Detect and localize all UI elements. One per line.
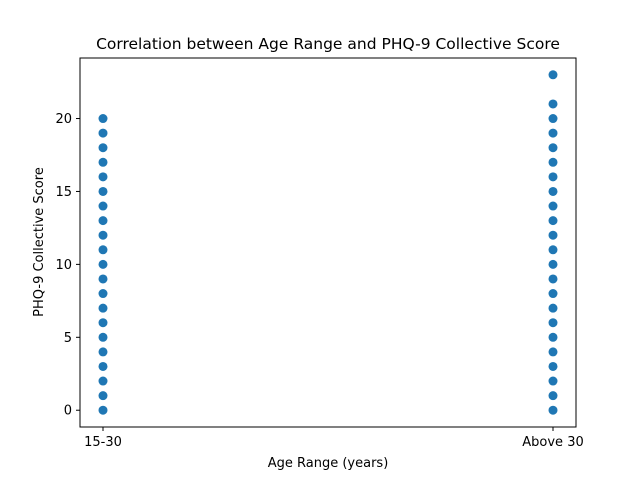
- data-point: [98, 143, 108, 153]
- data-point: [98, 259, 108, 269]
- data-point: [548, 405, 558, 415]
- data-point: [98, 128, 108, 138]
- data-point: [98, 391, 108, 401]
- data-point: [548, 289, 558, 299]
- data-point: [98, 361, 108, 371]
- y-axis-label: PHQ-9 Collective Score: [32, 167, 47, 317]
- data-point: [98, 230, 108, 240]
- data-point: [98, 289, 108, 299]
- data-point: [548, 99, 558, 109]
- data-point: [98, 376, 108, 386]
- data-point: [548, 318, 558, 328]
- data-point: [548, 332, 558, 342]
- data-point: [548, 361, 558, 371]
- data-point: [548, 128, 558, 138]
- data-point: [548, 157, 558, 167]
- x-axis-label: Age Range (years): [268, 456, 389, 471]
- y-tick-label: 15: [55, 185, 72, 200]
- x-tick-label: Above 30: [522, 435, 583, 450]
- x-axis: 15-30 Above 30: [84, 427, 584, 450]
- data-point: [98, 201, 108, 211]
- data-point: [98, 318, 108, 328]
- data-point: [548, 172, 558, 182]
- data-point: [548, 216, 558, 226]
- y-tick-label: 5: [64, 331, 72, 346]
- x-tick-label: 15-30: [84, 435, 122, 450]
- data-point: [98, 332, 108, 342]
- plot-frame: [79, 57, 577, 428]
- points-layer: [98, 70, 558, 415]
- data-point: [548, 245, 558, 255]
- data-point: [98, 216, 108, 226]
- data-point: [98, 274, 108, 284]
- data-point: [98, 157, 108, 167]
- data-point: [98, 405, 108, 415]
- data-point: [548, 259, 558, 269]
- data-point: [548, 303, 558, 313]
- data-point: [548, 143, 558, 153]
- data-point: [548, 230, 558, 240]
- data-point: [548, 114, 558, 124]
- data-point: [548, 70, 558, 80]
- data-point: [548, 274, 558, 284]
- data-point: [98, 114, 108, 124]
- y-tick-label: 0: [64, 404, 72, 419]
- data-point: [98, 347, 108, 357]
- y-axis: 0 5 10 15 20: [55, 112, 80, 419]
- data-point: [98, 245, 108, 255]
- data-point: [98, 172, 108, 182]
- data-point: [548, 391, 558, 401]
- data-point: [548, 186, 558, 196]
- data-point: [548, 347, 558, 357]
- data-point: [548, 376, 558, 386]
- y-tick-label: 20: [55, 112, 72, 127]
- data-point: [98, 186, 108, 196]
- chart-title: Correlation between Age Range and PHQ-9 …: [96, 35, 560, 53]
- y-tick-label: 10: [55, 258, 72, 273]
- data-point: [98, 303, 108, 313]
- data-point: [548, 201, 558, 211]
